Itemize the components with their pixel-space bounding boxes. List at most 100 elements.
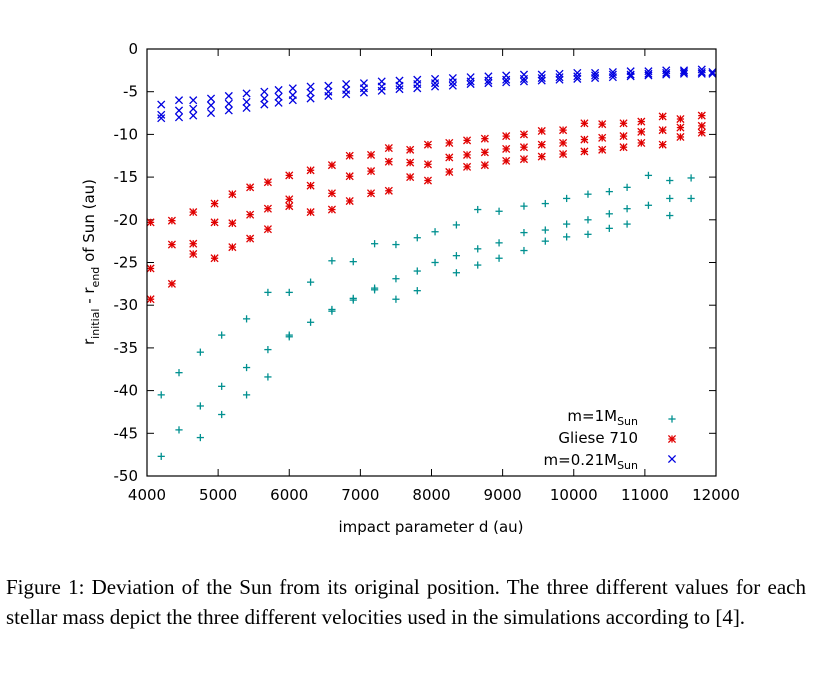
point-1msun bbox=[196, 402, 204, 410]
point-1msun bbox=[413, 267, 421, 275]
figure-caption: Figure 1: Deviation of the Sun from its … bbox=[6, 575, 806, 629]
point-021msun bbox=[306, 94, 315, 103]
point-gliese bbox=[210, 254, 219, 263]
point-1msun bbox=[584, 190, 592, 198]
point-1msun bbox=[306, 318, 315, 326]
point-1msun bbox=[452, 252, 460, 260]
point-1msun bbox=[306, 278, 315, 286]
point-gliese bbox=[345, 196, 354, 206]
point-021msun bbox=[555, 69, 564, 78]
point-1msun bbox=[495, 239, 503, 247]
point-gliese bbox=[637, 127, 646, 136]
point-gliese bbox=[445, 138, 454, 147]
point-gliese bbox=[167, 240, 176, 249]
point-021msun bbox=[697, 69, 706, 78]
y-tick-label: -20 bbox=[114, 211, 139, 229]
point-1msun bbox=[687, 194, 695, 203]
point-021msun bbox=[224, 99, 233, 108]
point-1msun bbox=[605, 188, 613, 196]
point-1msun bbox=[218, 382, 226, 390]
point-gliese bbox=[228, 243, 237, 252]
x-tick-label: 6000 bbox=[270, 486, 308, 504]
point-021msun bbox=[679, 67, 689, 77]
point-1msun bbox=[584, 230, 592, 238]
point-gliese bbox=[537, 152, 546, 161]
point-1msun bbox=[413, 287, 421, 295]
point-021msun bbox=[537, 70, 546, 79]
point-gliese bbox=[676, 114, 685, 124]
point-021msun bbox=[555, 75, 564, 84]
point-021msun bbox=[306, 82, 315, 91]
point-1msun bbox=[541, 199, 549, 208]
y-axis-title-group: rinitial - rend of Sun (au) bbox=[80, 179, 102, 345]
y-axis-title-main: r bbox=[80, 338, 98, 345]
x-tick-label: 10000 bbox=[550, 486, 598, 504]
point-1msun bbox=[644, 201, 653, 209]
point-021msun bbox=[288, 84, 297, 93]
point-021msun bbox=[430, 82, 440, 91]
point-gliese bbox=[406, 173, 415, 182]
point-gliese bbox=[366, 150, 376, 159]
chart: 4000 5000 6000 7000 8000 9000 10000 11000 12000 0… bbox=[80, 40, 740, 536]
x-tick-label: 11000 bbox=[621, 486, 669, 504]
point-1msun bbox=[175, 426, 183, 434]
point-gliese bbox=[146, 295, 155, 304]
point-1msun bbox=[474, 205, 482, 214]
point-021msun bbox=[274, 85, 283, 95]
point-gliese bbox=[580, 119, 589, 128]
point-021msun bbox=[573, 72, 582, 81]
x-axis-title: impact parameter d (au) bbox=[338, 518, 523, 536]
y-axis-title-sub2: end bbox=[89, 267, 102, 288]
point-021msun bbox=[644, 69, 653, 78]
point-gliese bbox=[228, 219, 237, 228]
point-gliese bbox=[345, 172, 354, 181]
point-021msun bbox=[537, 73, 546, 83]
point-1msun bbox=[541, 237, 549, 245]
point-1msun bbox=[264, 288, 272, 296]
point-1msun bbox=[157, 452, 165, 460]
point-gliese bbox=[658, 126, 667, 135]
point-gliese bbox=[366, 189, 376, 198]
point-021msun bbox=[413, 84, 422, 93]
point-gliese bbox=[697, 121, 706, 130]
x-tick-label: 4000 bbox=[128, 486, 166, 504]
point-gliese bbox=[658, 112, 667, 121]
point-021msun bbox=[342, 79, 351, 89]
x-tick-label: 7000 bbox=[341, 486, 379, 504]
point-021msun bbox=[224, 106, 233, 115]
point-1msun bbox=[474, 245, 482, 253]
point-021msun bbox=[608, 70, 617, 79]
point-gliese bbox=[384, 144, 393, 153]
point-1msun bbox=[563, 220, 571, 228]
point-gliese bbox=[519, 130, 529, 139]
point-021msun bbox=[206, 94, 216, 103]
point-021msun bbox=[519, 74, 529, 83]
point-gliese bbox=[676, 132, 685, 142]
point-021msun bbox=[157, 114, 166, 123]
y-tick-label: -30 bbox=[114, 296, 139, 314]
point-gliese bbox=[246, 210, 255, 219]
y-tick-label: -10 bbox=[114, 125, 139, 143]
y-axis-title-sub1: initial bbox=[89, 309, 102, 339]
legend-marker-021msun bbox=[667, 454, 677, 464]
point-021msun bbox=[626, 72, 635, 81]
point-1msun bbox=[520, 246, 528, 255]
point-gliese bbox=[263, 178, 272, 187]
point-021msun bbox=[174, 106, 184, 115]
points-layer bbox=[146, 65, 717, 460]
point-gliese bbox=[406, 145, 415, 154]
point-1msun bbox=[605, 210, 613, 218]
y-tick-label: -45 bbox=[114, 424, 139, 442]
point-gliese bbox=[445, 167, 454, 177]
point-021msun bbox=[395, 85, 404, 94]
point-021msun bbox=[679, 69, 689, 78]
y-tick-label: -35 bbox=[114, 339, 139, 357]
point-021msun bbox=[377, 86, 386, 95]
point-021msun bbox=[662, 70, 671, 79]
point-021msun bbox=[174, 113, 184, 122]
point-021msun bbox=[189, 111, 198, 120]
point-021msun bbox=[573, 74, 582, 83]
point-1msun bbox=[242, 363, 251, 372]
plot-frame bbox=[146, 48, 717, 477]
point-1msun bbox=[563, 233, 571, 241]
